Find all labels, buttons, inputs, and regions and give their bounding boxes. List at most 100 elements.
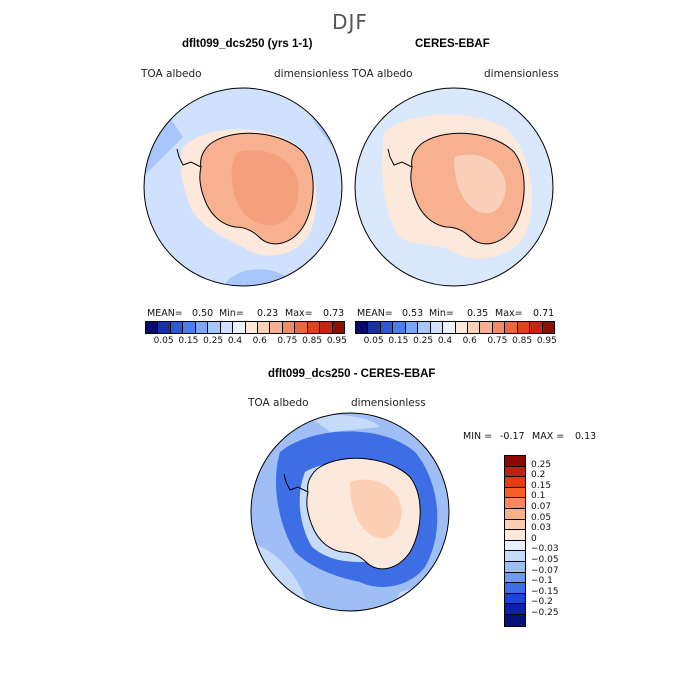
panel2-colorbar-tick-label: 0.95: [536, 336, 557, 346]
panel2-colorbar-ticks: 0.05 0.15 0.25 0.4 0.6 0.75 0.85 0.95: [355, 336, 557, 348]
diff-colorbar-swatch: [505, 519, 525, 531]
diff-colorbar-label: 0.25: [531, 459, 552, 470]
panel1-colorbar-ticks: 0.05 0.15 0.25 0.4 0.6 0.75 0.85 0.95: [145, 336, 347, 348]
panel1-colorbar-swatch: [332, 322, 344, 333]
panel1-colorbar-swatch: [282, 322, 296, 333]
panel1-colorbar-tick-label: 0.15: [178, 336, 199, 346]
diff-title: dflt099_dcs250 - CERES-EBAF: [268, 368, 436, 380]
panel2-colorbar-swatch: [356, 322, 369, 333]
panel2-colorbar-swatch: [393, 322, 406, 333]
panel1-colorbar-tick-label: 0.85: [302, 336, 323, 346]
panel1-coastline: [176, 132, 314, 245]
panel1-colorbar-swatch: [146, 322, 159, 333]
panel1-mean-label: MEAN=: [147, 308, 183, 319]
diff-colorbar-label: 0.15: [531, 480, 552, 491]
panel2-colorbar-tick-label: 0.25: [413, 336, 434, 346]
diff-colorbar-swatch: [505, 540, 525, 552]
panel2-title: CERES-EBAF: [415, 38, 490, 50]
panel1-colorbar-swatch: [158, 322, 171, 333]
panel1-colorbar-tick-label: 0.95: [326, 336, 347, 346]
diff-max: 0.13: [575, 431, 597, 442]
diff-colorbar-label: −0.25: [531, 608, 559, 618]
panel2-colorbar-swatch: [467, 322, 481, 333]
panel1-min: 0.23: [257, 308, 279, 319]
panel2-field-label: TOA albedo: [352, 68, 413, 80]
diff-colorbar-swatch: [505, 498, 525, 509]
diff-colorbar-label: −0.03: [531, 544, 559, 555]
diff-field-label: TOA albedo: [248, 397, 309, 409]
diff-units-label: dimensionless: [351, 397, 426, 409]
panel1-title: dflt099_dcs250 (yrs 1-1): [182, 38, 313, 50]
panel1-min-label: Min=: [219, 308, 244, 319]
diff-colorbar-label: 0: [531, 533, 537, 544]
diff-colorbar-swatch: [505, 551, 525, 562]
diff-colorbar-labels: 0.25 0.2 0.15 0.1 0.07 0.05 0.03 0 −0.03 −0.05 −0.…: [531, 455, 581, 627]
panel2-colorbar-tick-label: 0.75: [487, 336, 508, 346]
panel2-colorbar-swatch: [405, 322, 419, 333]
panel2-coastline: [387, 132, 525, 245]
diff-colorbar-label: 0.1: [531, 491, 546, 502]
panel2-colorbar-tick-label: 0.85: [512, 336, 533, 346]
panel2-colorbar-swatch: [380, 322, 394, 333]
diff-colorbar-label: −0.15: [531, 586, 559, 597]
diff-colorbar-label: 0.05: [531, 512, 552, 523]
diff-colorbar-swatch: [505, 583, 525, 594]
panel2-colorbar-swatch: [542, 322, 554, 333]
diff-colorbar-swatch: [505, 508, 525, 520]
diff-min: -0.17: [500, 431, 525, 442]
diff-colorbar-swatch: [505, 561, 525, 573]
diff-colorbar: [504, 455, 526, 627]
diff-max-label: MAX =: [532, 431, 565, 442]
diff-colorbar-label: 0.07: [531, 502, 552, 512]
panel2-colorbar-swatch: [480, 322, 493, 333]
panel2-colorbar-swatch: [505, 322, 518, 333]
panel1-field-label: TOA albedo: [141, 68, 202, 80]
panel2-colorbar-tick-label: 0.6: [462, 336, 477, 346]
panel1-colorbar-swatch: [245, 322, 258, 333]
diff-colorbar-swatch: [505, 614, 525, 626]
diff-colorbar-swatch: [505, 477, 525, 488]
panel2-colorbar-swatch: [530, 322, 543, 333]
panel2-colorbar-tick-label: 0.15: [388, 336, 409, 346]
diff-colorbar-swatch: [505, 572, 525, 584]
panel2-units-label: dimensionless: [484, 68, 559, 80]
diff-colorbar-label: −0.05: [531, 555, 559, 565]
diff-colorbar-swatch: [505, 593, 525, 605]
panel1-units-label: dimensionless: [274, 68, 349, 80]
panel2-colorbar-swatch: [418, 322, 431, 333]
diff-colorbar-swatch: [505, 487, 525, 499]
panel1-colorbar-swatch: [220, 322, 234, 333]
diff-map: [250, 412, 450, 612]
panel1-colorbar-swatch: [170, 322, 184, 333]
diff-colorbar-swatch: [505, 604, 525, 615]
panel1-colorbar-swatch: [295, 322, 308, 333]
page-title: DJF: [332, 10, 368, 34]
panel1-colorbar-tick-label: 0.4: [227, 336, 243, 346]
diff-coastline: [283, 457, 421, 570]
panel2-map: [354, 87, 554, 287]
panel2-min: 0.35: [467, 308, 489, 319]
diff-colorbar-swatch: [505, 456, 525, 467]
panel1-colorbar-tick-label: 0.6: [252, 336, 267, 346]
panel1-colorbar-tick-label: 0.75: [277, 336, 298, 346]
panel2-colorbar-swatch: [430, 322, 444, 333]
panel2-colorbar-swatch: [455, 322, 468, 333]
panel1-max: 0.73: [323, 308, 345, 319]
panel2-max: 0.71: [533, 308, 555, 319]
panel1-colorbar-swatch: [270, 322, 283, 333]
panel1-max-label: Max=: [285, 308, 313, 319]
panel2-colorbar-swatch: [517, 322, 531, 333]
panel2-max-label: Max=: [495, 308, 523, 319]
panel1-colorbar-swatch: [257, 322, 271, 333]
panel1-colorbar-swatch: [195, 322, 209, 333]
panel1-colorbar-swatch: [307, 322, 321, 333]
diff-colorbar-label: 0.03: [531, 523, 552, 534]
panel1-mean: 0.50: [192, 308, 214, 319]
panel2-colorbar-swatch: [368, 322, 381, 333]
panel1-map: [143, 87, 343, 287]
diff-min-label: MIN =: [463, 431, 493, 442]
panel2-mean: 0.53: [402, 308, 424, 319]
panel2-min-label: Min=: [429, 308, 454, 319]
panel2-colorbar-tick-label: 0.4: [437, 336, 453, 346]
diff-colorbar-label: −0.1: [531, 576, 553, 587]
